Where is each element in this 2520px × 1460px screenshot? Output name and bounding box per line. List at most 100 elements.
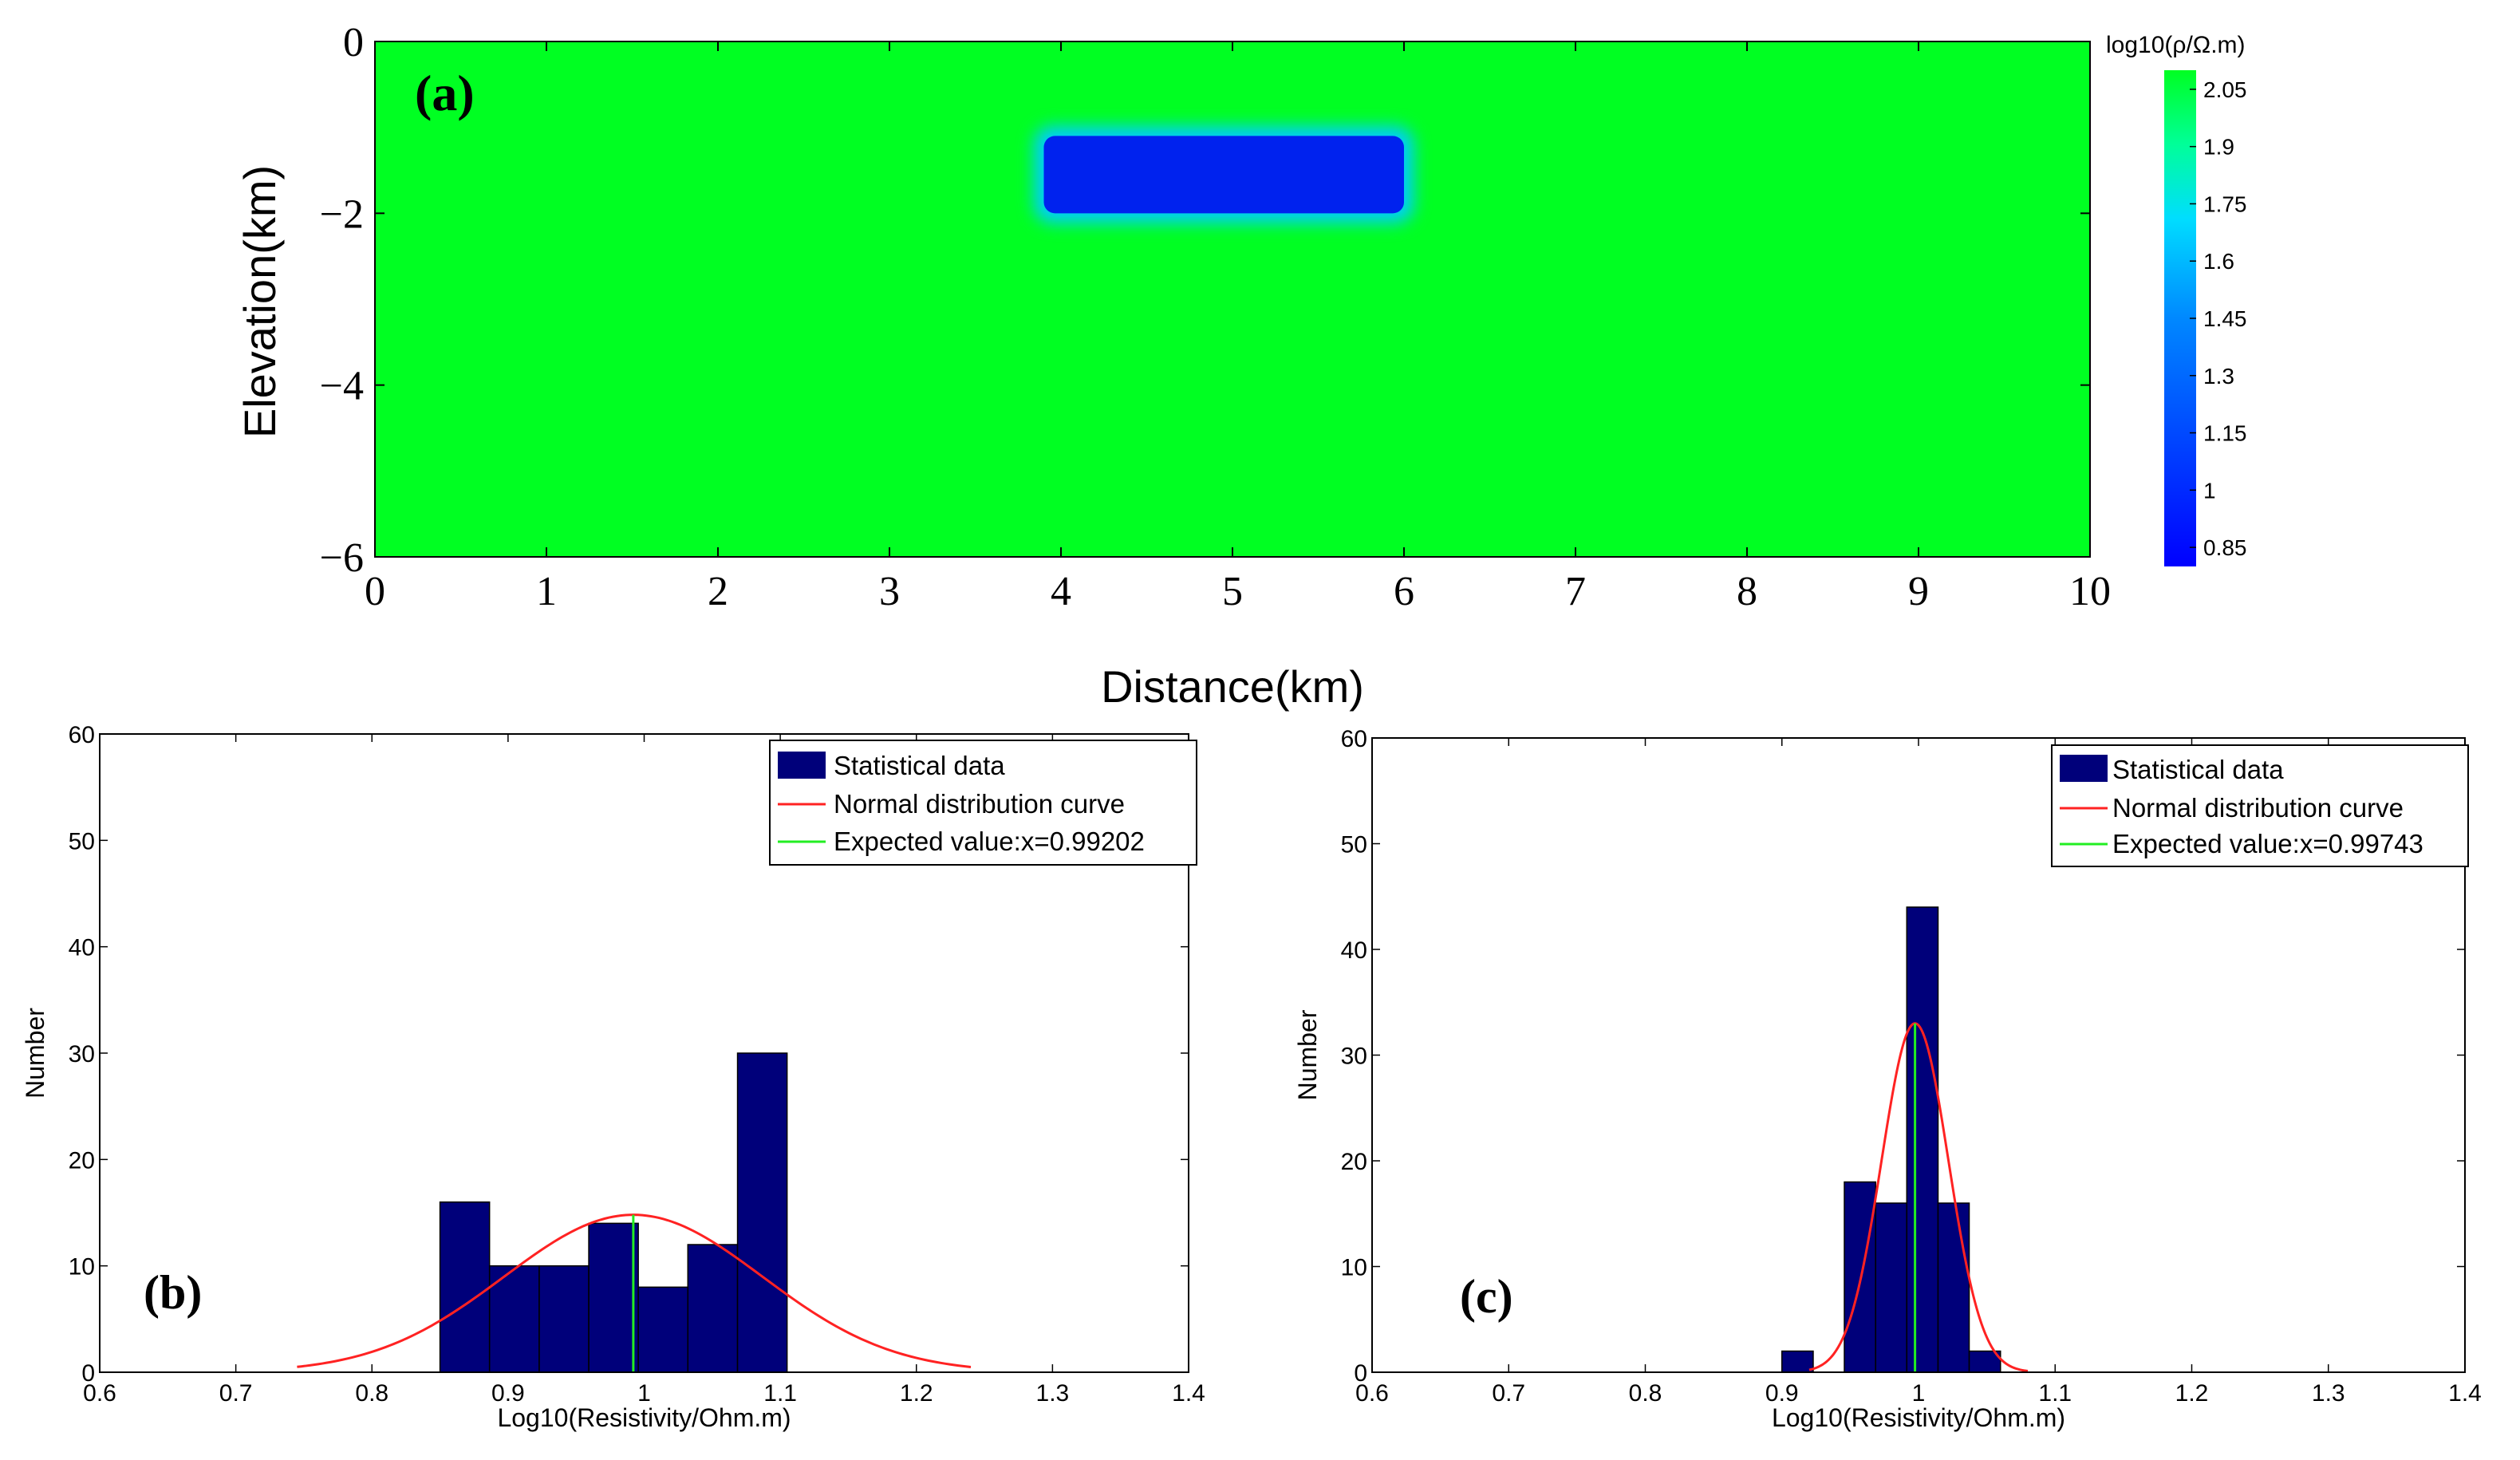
histogram-bar xyxy=(1937,1202,1970,1373)
histogram-bar xyxy=(439,1201,491,1373)
colorbar-tick-label: 1.6 xyxy=(2203,249,2234,274)
y-tick-label: 0 xyxy=(1354,1360,1367,1387)
axis-ticks: 0.6 0.7 0.8 0.9 1 1.1 1.2 1.3 1.4 0 10 20 30 40 50 60 xyxy=(1341,726,2482,1407)
y-ticks: 0 −2 −4 −6 xyxy=(320,20,2090,581)
legend-label-bars: Statistical data xyxy=(2112,755,2284,784)
y-tick-label: 30 xyxy=(69,1041,95,1067)
colorbar-title: log10(ρ/Ω.m) xyxy=(2106,32,2246,58)
x-tick-label: 1 xyxy=(536,569,557,614)
y-tick-label: 40 xyxy=(1341,937,1367,964)
y-tick-label: 60 xyxy=(1341,726,1367,752)
y-axis-label: Elevation(km) xyxy=(235,165,285,438)
x-tick-label: 1.2 xyxy=(900,1380,933,1407)
colorbar-ticks: 2.05 1.9 1.75 1.6 1.45 1.3 1.15 1 0.85 xyxy=(2190,77,2247,560)
histogram-bar xyxy=(736,1052,788,1373)
x-tick-label: 0.7 xyxy=(1492,1380,1525,1407)
y-tick-label: −2 xyxy=(320,191,364,237)
colorbar-tick-label: 1.45 xyxy=(2203,306,2247,331)
legend-label-expected: Expected value:x=0.99743 xyxy=(2112,829,2423,858)
x-tick-label: 0.8 xyxy=(355,1380,388,1407)
legend-box xyxy=(769,740,1197,866)
y-axis-label: Number xyxy=(21,1008,49,1099)
x-axis-label: Log10(Resistivity/Ohm.m) xyxy=(497,1403,791,1432)
x-tick-label: 0.6 xyxy=(1355,1380,1389,1407)
histogram-bar xyxy=(637,1286,689,1373)
histogram-bar xyxy=(588,1222,639,1373)
legend-box xyxy=(2051,744,2469,867)
x-tick-label: 1.4 xyxy=(2448,1380,2482,1407)
x-tick-label: 10 xyxy=(2069,569,2111,614)
x-axis-label: Log10(Resistivity/Ohm.m) xyxy=(1772,1403,2065,1432)
x-tick-label: 1 xyxy=(1912,1380,1926,1407)
x-tick-label: 1.4 xyxy=(1172,1380,1205,1407)
histogram-bars xyxy=(1781,906,2001,1373)
x-tick-label: 5 xyxy=(1222,569,1243,614)
y-tick-label: 10 xyxy=(69,1254,95,1280)
colorbar-tick-label: 1.9 xyxy=(2203,135,2234,160)
x-tick-label: 1.2 xyxy=(2175,1380,2209,1407)
conductive-anomaly xyxy=(1034,126,1414,223)
colorbar-tick-label: 1.3 xyxy=(2203,364,2234,389)
x-tick-label: 1.1 xyxy=(763,1380,797,1407)
y-tick-label: 40 xyxy=(69,935,95,961)
histogram-bars xyxy=(439,1052,788,1373)
x-tick-label: 8 xyxy=(1737,569,1757,614)
histogram-bar xyxy=(1781,1350,1814,1373)
x-tick-label: 1.1 xyxy=(2038,1380,2072,1407)
y-tick-label: 20 xyxy=(69,1147,95,1174)
colorbar-tick-label: 1.15 xyxy=(2203,421,2247,446)
plot-frame xyxy=(99,733,1189,1373)
x-tick-label: 0.9 xyxy=(491,1380,525,1407)
panel-a: 0 1 2 3 4 5 6 7 8 9 10 0 −2 −4 −6 (a) Distance(km) El… xyxy=(235,20,2247,712)
x-tick-label: 1 xyxy=(637,1380,651,1407)
x-tick-label: 0 xyxy=(365,569,385,614)
panel-label-c: (c) xyxy=(1460,1270,1513,1323)
legend-swatch-bars xyxy=(778,752,826,779)
x-tick-label: 2 xyxy=(708,569,728,614)
y-axis-label: Number xyxy=(1293,1009,1322,1100)
y-tick-label: −4 xyxy=(320,364,364,409)
plot-frame xyxy=(1371,737,2466,1373)
histogram-bar xyxy=(538,1265,590,1373)
model-background xyxy=(375,41,2090,557)
legend: Statistical data Normal distribution cur… xyxy=(2051,744,2469,867)
x-tick-label: 0.6 xyxy=(83,1380,116,1407)
x-tick-label: 3 xyxy=(879,569,900,614)
legend-label-curve: Normal distribution curve xyxy=(2112,793,2404,823)
colorbar: log10(ρ/Ω.m) 2.05 1.9 1.75 1.6 1.45 1.3 1.15 1 0… xyxy=(2106,32,2247,566)
x-tick-label: 6 xyxy=(1394,569,1414,614)
x-tick-label: 4 xyxy=(1051,569,1071,614)
y-tick-label: 60 xyxy=(69,722,95,748)
histogram-bar xyxy=(1906,906,1939,1373)
normal-curve xyxy=(1808,1022,2029,1372)
y-tick-label: 10 xyxy=(1341,1255,1367,1281)
histogram-bar xyxy=(687,1244,739,1373)
colorbar-tick-label: 0.85 xyxy=(2203,535,2247,560)
panel-c: 0.6 0.7 0.8 0.9 1 1.1 1.2 1.3 1.4 0 10 20 30 40 50 60 (… xyxy=(1293,726,2482,1432)
panel-b: 0.6 0.7 0.8 0.9 1 1.1 1.2 1.3 1.4 0 10 20 30 40 50 60 (… xyxy=(21,722,1205,1432)
x-tick-label: 1.3 xyxy=(1036,1380,1070,1407)
x-tick-label: 0.9 xyxy=(1765,1380,1799,1407)
histogram-bar xyxy=(1875,1202,1908,1373)
legend-label-expected: Expected value:x=0.99202 xyxy=(834,827,1145,856)
legend-swatch-bars xyxy=(2060,755,2108,782)
legend-label-bars: Statistical data xyxy=(834,751,1005,780)
colorbar-tick-label: 2.05 xyxy=(2203,77,2247,102)
x-tick-label: 7 xyxy=(1565,569,1586,614)
panel-label-b: (b) xyxy=(144,1266,202,1319)
y-tick-label: −6 xyxy=(320,535,364,581)
x-ticks: 0 1 2 3 4 5 6 7 8 9 10 xyxy=(365,41,2111,614)
y-tick-label: 20 xyxy=(1341,1149,1367,1175)
colorbar-tick-label: 1.75 xyxy=(2203,191,2247,216)
axis-ticks: 0.6 0.7 0.8 0.9 1 1.1 1.2 1.3 1.4 0 10 20 30 40 50 60 xyxy=(69,722,1205,1407)
anomaly-core xyxy=(1043,136,1404,214)
panel-label-a: (a) xyxy=(415,65,475,121)
x-axis-label: Distance(km) xyxy=(1101,661,1364,712)
x-tick-label: 9 xyxy=(1908,569,1929,614)
y-tick-label: 50 xyxy=(1341,832,1367,858)
legend: Statistical data Normal distribution cur… xyxy=(769,740,1197,866)
x-tick-label: 1.3 xyxy=(2312,1380,2345,1407)
x-tick-label: 0.8 xyxy=(1629,1380,1662,1407)
x-tick-label: 0.7 xyxy=(219,1380,253,1407)
